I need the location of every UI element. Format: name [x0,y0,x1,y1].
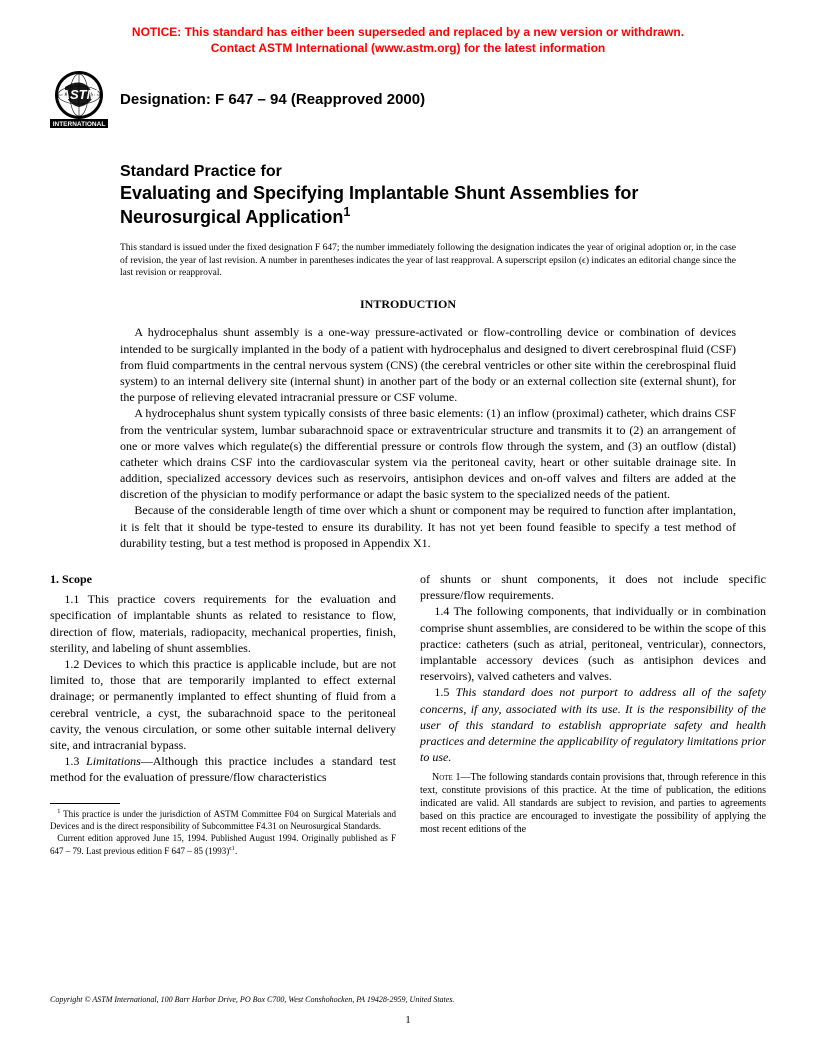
title-superscript: 1 [343,205,350,219]
footnote-rule [50,803,120,804]
scope-1-2: 1.2 Devices to which this practice is ap… [50,656,396,753]
issuance-note: This standard is issued under the fixed … [120,242,736,279]
intro-paragraph-2: A hydrocephalus shunt system typically c… [120,405,736,502]
intro-paragraph-1: A hydrocephalus shunt assembly is a one-… [120,324,736,405]
notice-line-1: NOTICE: This standard has either been su… [50,24,766,40]
title-block: Standard Practice for Evaluating and Spe… [120,162,736,228]
astm-logo: INTERNATIONAL ASTM [50,70,108,128]
page-number: 1 [0,1014,816,1026]
introduction-block: A hydrocephalus shunt assembly is a one-… [120,324,736,551]
scope-1-3-cont: of shunts or shunt components, it does n… [420,571,766,603]
right-column: of shunts or shunt components, it does n… [420,571,766,857]
designation-text: Designation: F 647 – 94 (Reapproved 2000… [120,91,425,108]
scope-1-4: 1.4 The following components, that indiv… [420,603,766,684]
body-columns: 1. Scope 1.1 This practice covers requir… [50,571,766,857]
title-prefix: Standard Practice for [120,162,736,182]
svg-text:ASTM: ASTM [60,87,99,102]
note-1: Note 1—The following standards contain p… [420,771,766,836]
notice-banner: NOTICE: This standard has either been su… [50,24,766,56]
scope-1-3: 1.3 Limitations—Although this practice i… [50,753,396,785]
scope-heading: 1. Scope [50,571,396,587]
footnote-block: 1 This practice is under the jurisdictio… [50,808,396,857]
title-main: Evaluating and Specifying Implantable Sh… [120,182,736,228]
header-row: INTERNATIONAL ASTM Designation: F 647 – … [50,70,766,128]
copyright-line: Copyright © ASTM International, 100 Barr… [50,995,766,1004]
notice-line-2: Contact ASTM International (www.astm.org… [50,40,766,56]
svg-text:INTERNATIONAL: INTERNATIONAL [53,121,106,128]
scope-1-5: 1.5 This standard does not purport to ad… [420,684,766,765]
introduction-heading: INTRODUCTION [50,297,766,312]
scope-1-1: 1.1 This practice covers requirements fo… [50,591,396,656]
left-column: 1. Scope 1.1 This practice covers requir… [50,571,396,857]
intro-paragraph-3: Because of the considerable length of ti… [120,502,736,551]
